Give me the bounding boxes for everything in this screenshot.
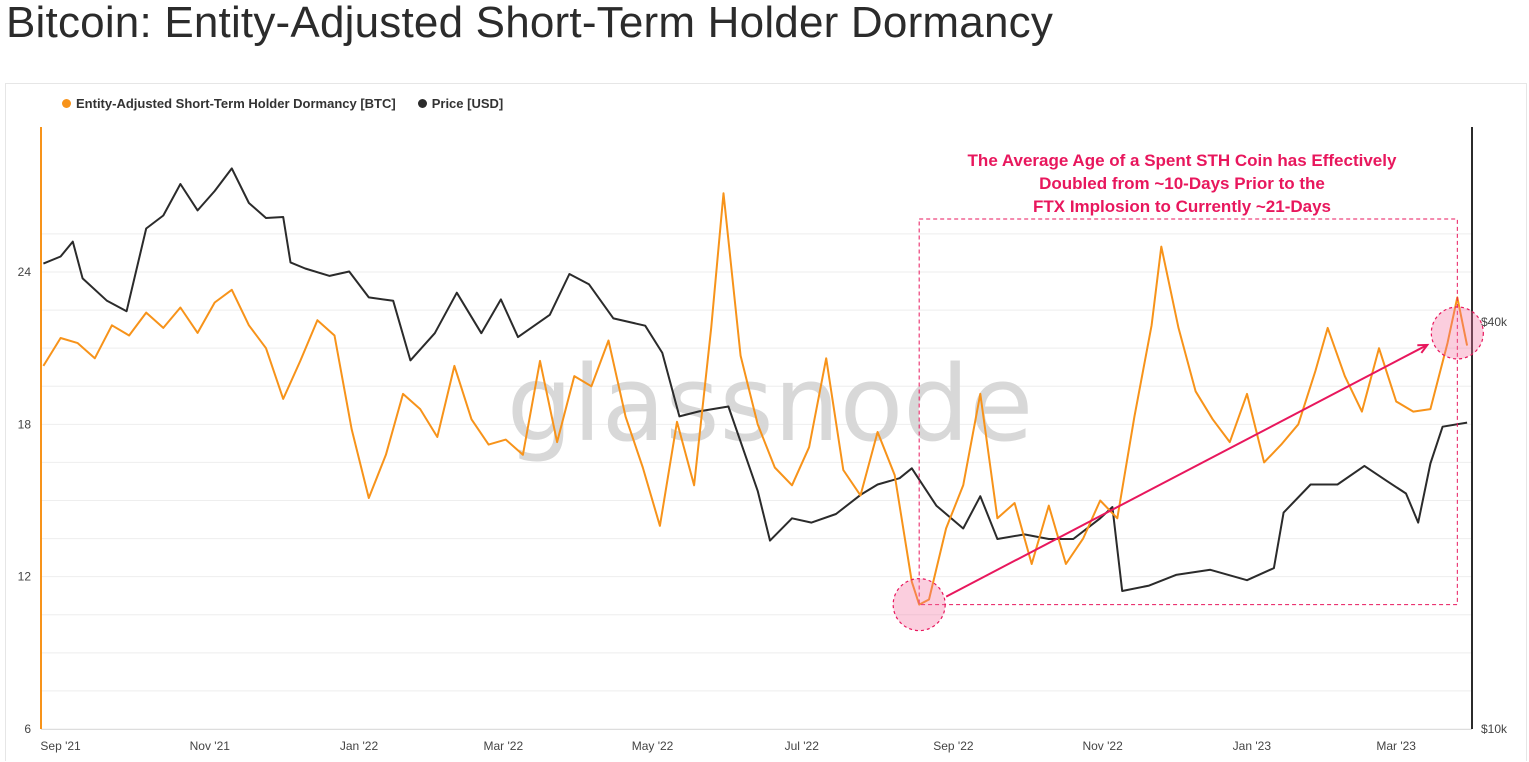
price-line <box>43 167 1468 592</box>
highlight-circle-start <box>892 577 946 632</box>
legend-label-price: Price [USD] <box>431 96 504 111</box>
annotation-text-line: The Average Age of a Spent STH Coin has … <box>968 151 1397 170</box>
chart-panel <box>5 83 1527 761</box>
dormancy-line <box>42 192 1469 606</box>
chart-legend: Entity-Adjusted Short-Term Holder Dorman… <box>62 96 503 111</box>
y-left-tick-label: 24 <box>18 265 32 279</box>
x-tick-label: May '22 <box>632 739 674 753</box>
series-lines <box>42 167 1469 606</box>
annotation: The Average Age of a Spent STH Coin has … <box>892 151 1484 632</box>
x-tick-label: Mar '23 <box>1376 739 1416 753</box>
legend-dot-icon <box>417 99 427 108</box>
y-left-tick-label: 12 <box>18 570 32 584</box>
y-right-tick-label: $40k <box>1481 315 1508 329</box>
x-tick-label: Nov '22 <box>1082 739 1123 753</box>
legend-item-dormancy[interactable]: Entity-Adjusted Short-Term Holder Dorman… <box>62 96 396 111</box>
x-tick-label: Jul '22 <box>785 739 820 753</box>
y-right-tick-label: $10k <box>1481 722 1508 736</box>
page-title: Bitcoin: Entity-Adjusted Short-Term Hold… <box>6 0 1054 47</box>
x-tick-label: Sep '22 <box>933 739 974 753</box>
annotation-box <box>918 218 1458 606</box>
y-left-tick-label: 6 <box>24 722 31 736</box>
x-tick-label: Jan '22 <box>340 739 379 753</box>
y-left-tick-label: 18 <box>18 417 32 431</box>
grid <box>41 233 1472 730</box>
highlight-circle-end <box>1430 306 1484 360</box>
arrowhead-icon <box>1417 343 1430 354</box>
tick-labels: 24 18 12 6 $40k $10k Sep '21 Nov '21 Jan '22 Mar … <box>18 265 1508 753</box>
x-tick-label: Jan '23 <box>1233 739 1272 753</box>
legend-label-dormancy: Entity-Adjusted Short-Term Holder Dorman… <box>76 96 396 111</box>
axes <box>40 127 1473 730</box>
trend-arrow <box>945 344 1428 598</box>
legend-item-price[interactable]: Price [USD] <box>417 96 504 111</box>
legend-dot-icon <box>62 99 71 108</box>
annotation-text-line: Doubled from ~10-Days Prior to the <box>1039 174 1325 193</box>
x-tick-label: Mar '22 <box>484 739 524 753</box>
annotation-text-line: FTX Implosion to Currently ~21-Days <box>1033 197 1331 216</box>
watermark: glassnode <box>507 343 1034 465</box>
x-tick-label: Nov '21 <box>190 739 231 753</box>
x-tick-label: Sep '21 <box>40 739 81 753</box>
